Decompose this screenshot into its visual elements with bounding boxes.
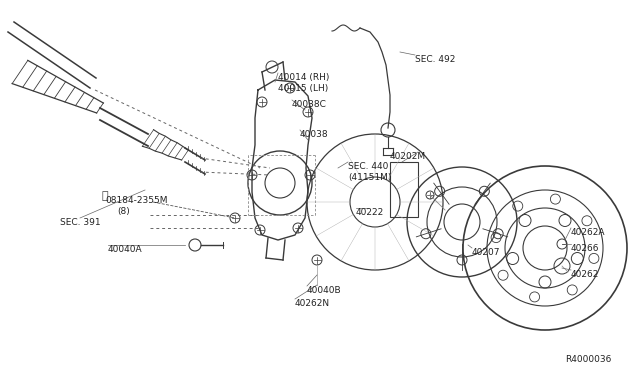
- Text: 40015 (LH): 40015 (LH): [278, 84, 328, 93]
- Text: 40202M: 40202M: [390, 152, 426, 161]
- Text: (8): (8): [117, 207, 130, 216]
- Text: 40014 (RH): 40014 (RH): [278, 73, 330, 82]
- Text: (41151M): (41151M): [348, 173, 392, 182]
- Bar: [390, 162, 418, 217]
- Text: 08184-2355M: 08184-2355M: [105, 196, 168, 205]
- Text: Ⓑ: Ⓑ: [102, 191, 108, 201]
- Text: 40207: 40207: [472, 248, 500, 257]
- Text: 40262A: 40262A: [571, 228, 605, 237]
- Text: 40040A: 40040A: [108, 245, 143, 254]
- Text: 40222: 40222: [356, 208, 384, 217]
- Text: SEC. 492: SEC. 492: [415, 55, 456, 64]
- Text: R4000036: R4000036: [565, 355, 611, 364]
- Text: 40040B: 40040B: [307, 286, 342, 295]
- Text: 40038: 40038: [300, 130, 328, 139]
- Text: 40262N: 40262N: [295, 299, 330, 308]
- Text: 40266: 40266: [571, 244, 600, 253]
- Text: 40038C: 40038C: [292, 100, 327, 109]
- Text: SEC. 391: SEC. 391: [60, 218, 100, 227]
- Text: SEC. 440: SEC. 440: [348, 162, 388, 171]
- Text: 40262: 40262: [571, 270, 600, 279]
